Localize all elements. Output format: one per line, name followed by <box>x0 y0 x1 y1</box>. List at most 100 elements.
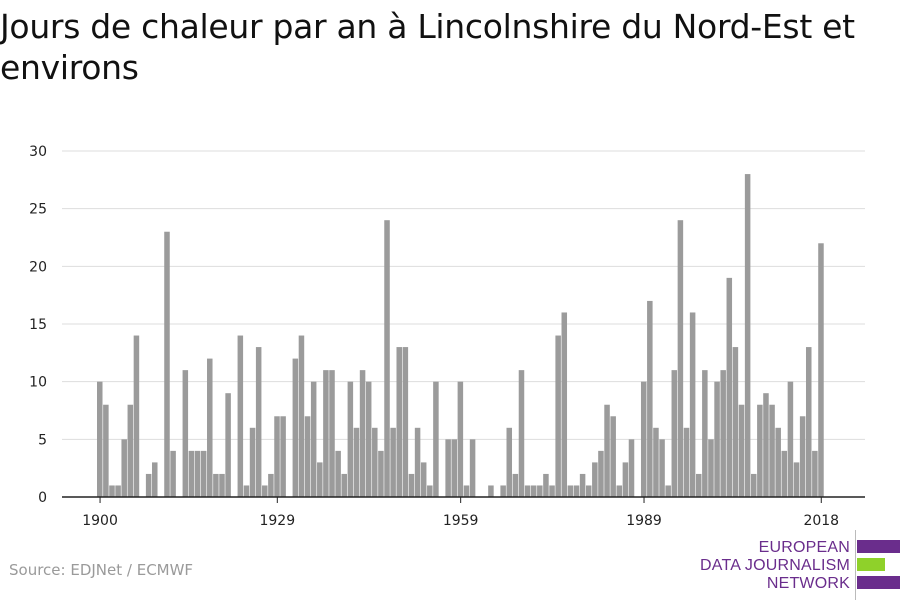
x-tick-label: 2018 <box>803 513 839 529</box>
bar <box>359 370 366 497</box>
logo-line-1: EUROPEAN <box>758 539 850 556</box>
x-axis-ticks: 1900 1929 1959 1989 2018 <box>82 497 839 529</box>
bar <box>805 347 812 497</box>
logo-divider <box>855 530 856 600</box>
y-tick-label: 20 <box>29 259 47 275</box>
bar <box>365 381 372 497</box>
bar <box>738 404 745 497</box>
bar <box>750 473 757 497</box>
bar <box>390 427 396 497</box>
bar <box>543 473 549 497</box>
bar <box>579 473 586 497</box>
bar <box>812 450 818 497</box>
x-tick-label: 1959 <box>443 513 479 529</box>
bar <box>182 370 189 497</box>
bar <box>402 347 409 497</box>
bar <box>133 335 140 497</box>
bar <box>616 485 623 497</box>
bar <box>714 381 720 497</box>
bar <box>292 358 299 497</box>
bar <box>561 312 568 497</box>
bar <box>213 473 219 497</box>
bar <box>335 450 341 497</box>
bar <box>567 485 574 497</box>
source-note: Source: EDJNet / ECMWF <box>9 561 194 579</box>
bar <box>665 485 671 497</box>
bar <box>103 404 109 497</box>
bar <box>121 439 127 497</box>
bar <box>757 404 763 497</box>
bar <box>506 427 513 497</box>
y-tick-label: 10 <box>29 375 47 391</box>
bar <box>610 416 616 497</box>
bar <box>347 381 354 497</box>
bar <box>469 439 476 497</box>
bar <box>604 404 610 497</box>
gridlines <box>62 150 865 440</box>
bar <box>298 335 305 497</box>
bar <box>255 347 262 497</box>
bar <box>378 450 384 497</box>
logo-bar-green <box>857 558 885 571</box>
bar <box>310 381 317 497</box>
bar <box>194 450 201 497</box>
logo-line-3: NETWORK <box>766 575 850 592</box>
bar <box>512 473 519 497</box>
bar <box>683 427 690 497</box>
bar <box>720 370 726 497</box>
bar <box>573 485 580 497</box>
bar-chart: 0 5 10 15 20 25 30 1900 1929 1959 1989 2018 <box>29 144 865 529</box>
bar <box>598 450 604 497</box>
bar <box>396 347 402 497</box>
bar <box>243 485 250 497</box>
x-tick-label: 1989 <box>626 513 662 529</box>
bar <box>549 485 555 497</box>
bar <box>200 450 207 497</box>
bar <box>152 462 158 497</box>
bar <box>164 231 170 497</box>
bar <box>353 427 360 497</box>
bar <box>647 300 653 497</box>
bar <box>695 473 702 497</box>
y-tick-label: 30 <box>29 144 47 160</box>
bar <box>372 427 378 497</box>
bar <box>268 473 274 497</box>
y-axis-ticks: 0 5 10 15 20 25 30 <box>29 144 47 506</box>
bar <box>702 370 708 497</box>
bar <box>628 439 635 497</box>
bar <box>708 439 714 497</box>
bar <box>225 393 231 497</box>
bar <box>317 462 323 497</box>
bar <box>115 485 121 497</box>
bar <box>763 393 769 497</box>
bar <box>744 174 751 498</box>
bar <box>207 358 213 497</box>
bar <box>384 220 390 497</box>
bars <box>97 174 824 498</box>
bar <box>524 485 531 497</box>
bar <box>555 335 561 497</box>
bar <box>818 243 824 497</box>
bar <box>127 404 134 497</box>
bar <box>463 485 470 497</box>
bar <box>304 416 311 497</box>
bar <box>726 277 733 497</box>
bar <box>622 462 629 497</box>
bar <box>274 416 280 497</box>
chart-title: Jours de chaleur par an à Lincolnshire d… <box>0 7 855 87</box>
bar <box>732 347 739 497</box>
bar <box>433 381 439 497</box>
bar <box>799 416 806 497</box>
bar <box>451 439 458 497</box>
y-tick-label: 5 <box>38 432 47 448</box>
bar <box>408 473 415 497</box>
bar <box>530 485 537 497</box>
bar <box>145 473 152 497</box>
bar <box>323 370 329 497</box>
bar <box>445 439 451 497</box>
bar <box>793 462 800 497</box>
y-tick-label: 25 <box>29 202 47 218</box>
bar <box>640 381 647 497</box>
bar <box>262 485 268 497</box>
logo-bar-purple-bottom <box>857 576 900 589</box>
